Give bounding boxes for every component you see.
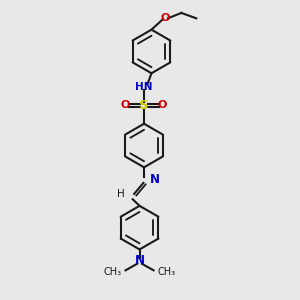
Text: S: S <box>139 99 149 112</box>
Text: HN: HN <box>135 82 153 92</box>
Text: H: H <box>118 190 125 200</box>
Text: O: O <box>121 100 130 110</box>
Text: O: O <box>160 13 170 23</box>
Text: N: N <box>150 173 160 186</box>
Text: O: O <box>158 100 167 110</box>
Text: N: N <box>134 254 145 267</box>
Text: CH₃: CH₃ <box>158 267 175 277</box>
Text: CH₃: CH₃ <box>103 267 122 277</box>
